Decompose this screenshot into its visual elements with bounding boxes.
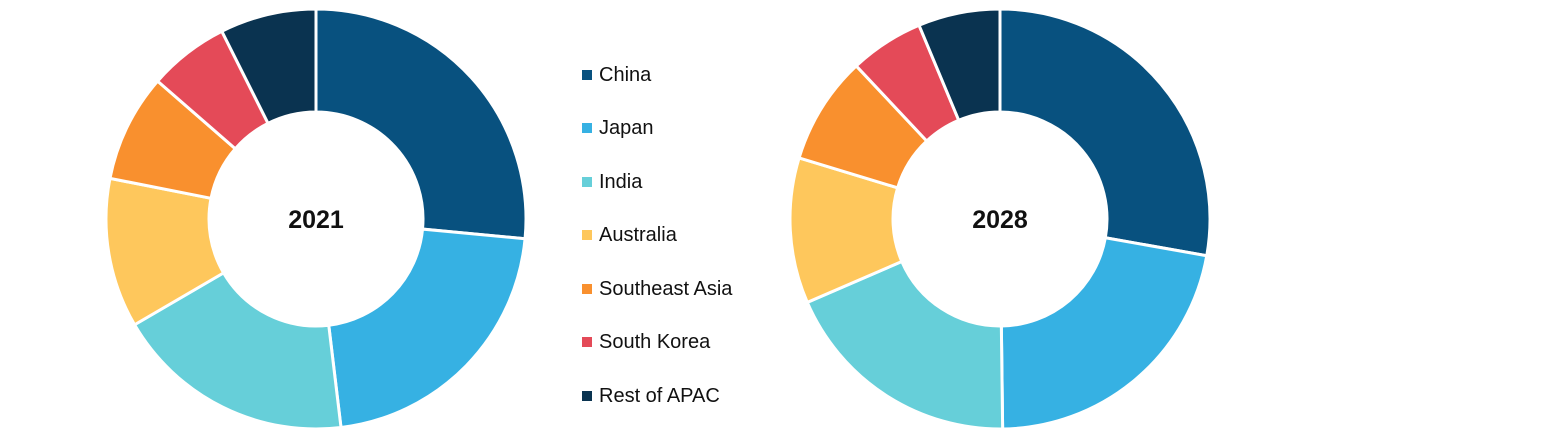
- legend-item-japan: Japan: [582, 102, 802, 156]
- legend: China Japan India Australia Southeast As…: [582, 48, 802, 423]
- center-label-2021: 2021: [288, 206, 344, 234]
- legend-swatch-china: [582, 69, 592, 80]
- legend-label-australia: Australia: [599, 224, 677, 247]
- slice-2021-china: [314, 7, 528, 241]
- legend-item-southeast-asia: Southeast Asia: [582, 262, 802, 316]
- slice-2021-japan: [327, 227, 527, 430]
- legend-swatch-australia: [582, 230, 592, 241]
- donut-chart-2028: 2028: [788, 7, 1212, 431]
- legend-item-south-korea: South Korea: [582, 316, 802, 370]
- legend-item-rest-of-apac: Rest of APAC: [582, 369, 802, 423]
- legend-label-japan: Japan: [599, 117, 654, 140]
- legend-label-southeast-asia: Southeast Asia: [599, 277, 733, 300]
- legend-swatch-india: [582, 176, 592, 187]
- legend-label-india: India: [599, 170, 643, 193]
- slice-2021-rest-of-apac: [219, 7, 318, 126]
- legend-label-china: China: [599, 63, 652, 86]
- legend-item-india: India: [582, 155, 802, 209]
- legend-label-rest-of-apac: Rest of APAC: [599, 384, 720, 407]
- legend-swatch-south-korea: [582, 337, 592, 348]
- slice-2028-rest-of-apac: [917, 7, 1002, 123]
- slice-2028-japan: [999, 235, 1209, 431]
- legend-swatch-japan: [582, 123, 592, 134]
- legend-item-australia: Australia: [582, 209, 802, 263]
- legend-label-south-korea: South Korea: [599, 331, 711, 354]
- slice-2021-india: [132, 270, 343, 431]
- legend-item-china: China: [582, 48, 802, 102]
- slice-2028-india: [805, 259, 1005, 431]
- donut-chart-2021: 2021: [104, 7, 528, 431]
- slice-2028-china: [998, 7, 1212, 258]
- center-label-2028: 2028: [972, 206, 1028, 234]
- legend-swatch-rest-of-apac: [582, 390, 592, 401]
- legend-swatch-southeast-asia: [582, 283, 592, 294]
